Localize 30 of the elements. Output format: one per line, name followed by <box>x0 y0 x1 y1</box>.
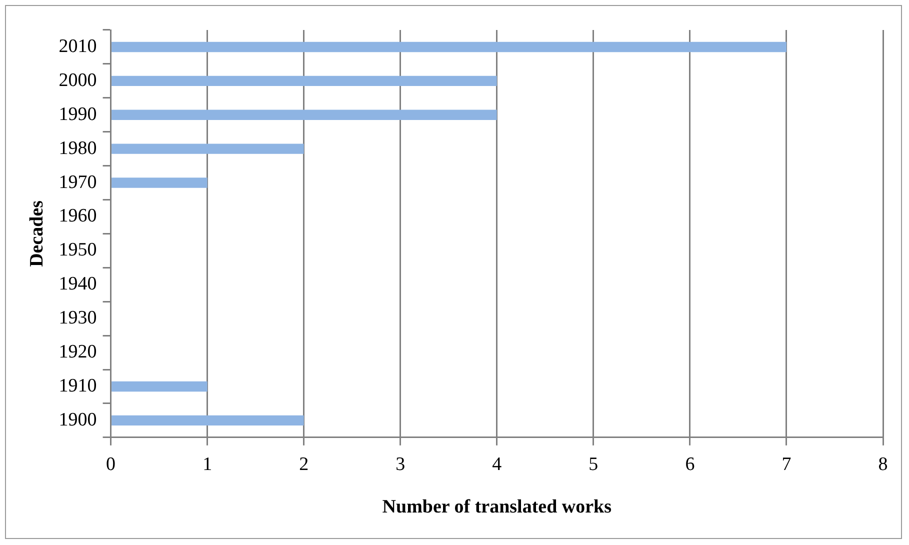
x-tick-label: 2 <box>299 454 309 475</box>
y-tick-label: 2000 <box>58 70 97 91</box>
y-tick-label: 2010 <box>58 36 97 57</box>
y-tick-label: 1940 <box>58 274 97 295</box>
x-tick-label: 4 <box>492 454 502 475</box>
bar <box>112 144 304 154</box>
y-tick-label: 1910 <box>58 375 97 396</box>
y-tick-label: 1930 <box>58 308 97 329</box>
x-tick-label: 7 <box>782 454 792 475</box>
y-tick-label: 1970 <box>58 172 97 193</box>
x-tick-label: 1 <box>202 454 212 475</box>
bar <box>112 415 304 426</box>
y-tick-label: 1950 <box>58 240 97 261</box>
y-axis-title: Decades <box>26 200 48 267</box>
y-tick-label: 1990 <box>58 104 97 125</box>
x-tick-label: 6 <box>685 454 695 475</box>
y-tick-label: 1920 <box>58 342 97 363</box>
x-axis-title: Number of translated works <box>382 496 612 518</box>
x-tick-label: 8 <box>878 454 888 475</box>
bar <box>112 76 497 86</box>
bar <box>112 178 208 188</box>
bar <box>112 42 786 52</box>
x-tick-label: 5 <box>588 454 598 475</box>
y-tick-label: 1900 <box>58 409 97 430</box>
bar <box>112 110 497 120</box>
y-tick-label: 1980 <box>58 138 97 159</box>
bar <box>112 381 208 392</box>
x-tick-label: 3 <box>396 454 406 475</box>
x-tick-label: 0 <box>106 454 116 475</box>
y-tick-label: 1960 <box>58 206 97 227</box>
